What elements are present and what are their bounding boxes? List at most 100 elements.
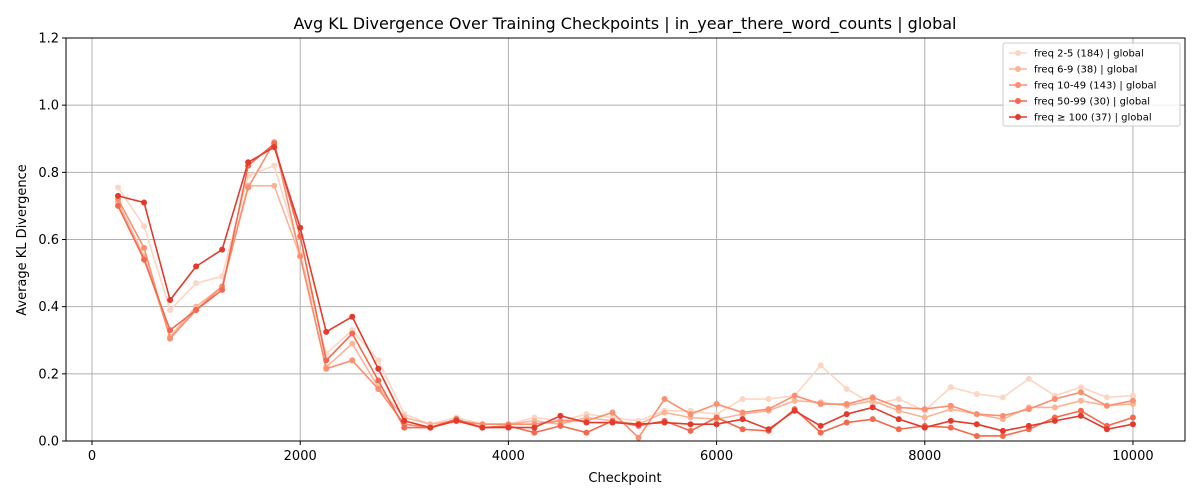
x-tick-label: 6000 (700, 449, 733, 464)
data-point (427, 424, 434, 431)
data-point (141, 199, 148, 206)
data-point (531, 424, 538, 431)
data-point (1051, 417, 1058, 424)
data-point (583, 429, 590, 436)
legend-marker (1015, 82, 1021, 88)
data-point (895, 404, 902, 411)
data-point (609, 409, 616, 416)
data-point (895, 426, 902, 433)
series-5 (115, 144, 1136, 434)
data-point (947, 384, 954, 391)
data-point (999, 394, 1006, 401)
data-point (713, 401, 720, 408)
data-point (557, 422, 564, 429)
data-point (947, 417, 954, 424)
data-point (401, 424, 408, 431)
data-point (999, 412, 1006, 419)
data-point (1077, 407, 1084, 414)
data-point (661, 396, 668, 403)
data-point (375, 385, 382, 392)
x-tick-label: 10000 (1112, 449, 1153, 464)
x-tick-label: 4000 (492, 449, 525, 464)
data-point (1077, 412, 1084, 419)
chart-title: Avg KL Divergence Over Training Checkpoi… (294, 14, 957, 34)
data-point (791, 397, 798, 404)
data-point (375, 377, 382, 384)
data-point (765, 426, 772, 433)
data-point (453, 417, 460, 424)
data-point (349, 330, 356, 337)
legend-item: freq 6-9 (38) | global (1009, 65, 1137, 76)
data-point (1129, 392, 1136, 399)
axis-ticks: 0 2000 4000 6000 8000 10000 0.0 0.2 0.4 0.6 0.8 1.0… (38, 32, 1153, 465)
data-point (505, 424, 512, 431)
data-point (1103, 426, 1110, 433)
y-tick-label: 1.2 (38, 32, 59, 47)
data-point (687, 427, 694, 434)
y-tick-label: 0.6 (38, 233, 59, 248)
data-point (219, 286, 226, 293)
data-point (791, 392, 798, 399)
data-point (401, 417, 408, 424)
data-point (635, 434, 642, 441)
data-point (271, 144, 278, 151)
data-point (323, 357, 330, 364)
data-point (973, 411, 980, 418)
data-point (583, 419, 590, 426)
data-point (843, 401, 850, 408)
legend-label: freq 50-99 (30) | global (1034, 97, 1150, 108)
data-point (869, 394, 876, 401)
data-point (115, 184, 122, 191)
data-point (349, 313, 356, 320)
data-point (661, 419, 668, 426)
legend-label: freq ≥ 100 (37) | global (1034, 113, 1152, 124)
y-axis-label: Average KL Divergence (15, 164, 30, 315)
data-point (141, 244, 148, 251)
data-point (921, 424, 928, 431)
data-point (531, 429, 538, 436)
data-point (323, 328, 330, 335)
series-line (117, 146, 1134, 432)
data-point (115, 202, 122, 209)
data-point (375, 357, 382, 364)
y-tick-label: 0.0 (38, 435, 59, 450)
legend-item: freq ≥ 100 (37) | global (1009, 113, 1152, 124)
data-point (817, 401, 824, 408)
data-point (921, 406, 928, 413)
data-point (739, 426, 746, 433)
data-point (843, 385, 850, 392)
data-point (193, 307, 200, 314)
data-point (245, 159, 252, 166)
data-point (1025, 406, 1032, 413)
data-point (1129, 414, 1136, 421)
data-point (297, 253, 304, 260)
data-point (323, 365, 330, 372)
data-point (245, 184, 252, 191)
legend-label: freq 2-5 (184) | global (1034, 49, 1144, 60)
data-point (557, 412, 564, 419)
data-point (167, 307, 174, 314)
data-point (297, 224, 304, 231)
data-point (193, 263, 200, 270)
data-point (271, 182, 278, 189)
legend-marker (1015, 66, 1021, 72)
series-line (117, 164, 1134, 426)
data-point (141, 223, 148, 230)
legend: freq 2-5 (184) | global freq 6-9 (38) | g… (1002, 42, 1181, 127)
data-point (1103, 394, 1110, 401)
legend-box (1002, 42, 1181, 127)
data-point (115, 192, 122, 199)
data-point (895, 396, 902, 403)
data-point (219, 246, 226, 253)
data-point (999, 427, 1006, 434)
data-point (973, 421, 980, 428)
data-point (1077, 389, 1084, 396)
data-point (973, 432, 980, 439)
data-point (609, 419, 616, 426)
x-tick-label: 2000 (284, 449, 317, 464)
data-point (1025, 422, 1032, 429)
data-point (1051, 396, 1058, 403)
data-point (1129, 421, 1136, 428)
data-point (167, 296, 174, 303)
data-point (739, 416, 746, 423)
